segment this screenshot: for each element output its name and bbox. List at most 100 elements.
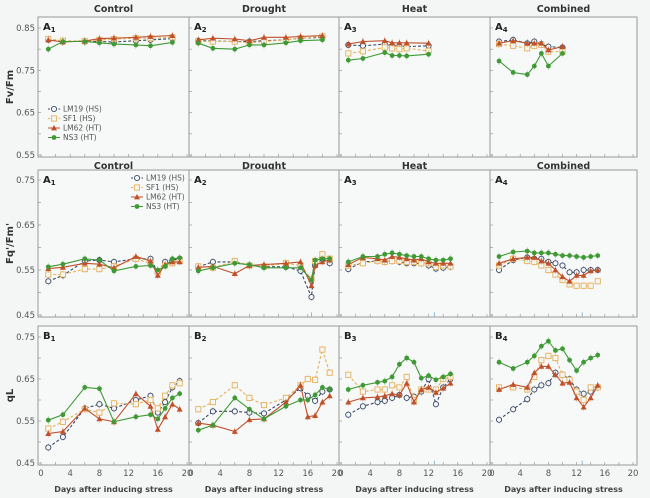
marker-filled-circle — [320, 256, 325, 262]
y-tick-label: 0.75 — [16, 176, 35, 186]
marker-filled-circle — [411, 359, 417, 365]
marker-filled-circle — [546, 250, 551, 256]
panel-label-subscript: 3 — [352, 335, 357, 343]
marker-filled-circle — [133, 42, 139, 48]
marker-open-square — [552, 354, 559, 362]
marker-open-square — [403, 373, 410, 380]
legend-label: LM19 (HS) — [146, 174, 185, 183]
marker-open-square — [587, 384, 594, 391]
series-line — [198, 39, 323, 50]
x-tick-label: 20 — [332, 469, 343, 479]
marker-filled-circle — [170, 256, 175, 262]
marker-open-square — [381, 386, 388, 393]
column-title-heat: Heat — [402, 161, 428, 172]
marker-open-square — [573, 282, 580, 289]
marker-triangle — [59, 428, 66, 434]
marker-filled-circle — [360, 254, 366, 259]
marker-open-square — [396, 46, 403, 53]
marker-triangle — [359, 38, 366, 44]
marker-filled-circle — [397, 53, 402, 58]
x-tick-label: 20 — [182, 469, 193, 479]
marker-filled-circle — [433, 257, 439, 263]
marker-filled-circle — [382, 50, 388, 55]
marker-filled-circle — [312, 392, 318, 398]
marker-open-circle — [96, 401, 103, 408]
marker-filled-circle — [389, 53, 395, 58]
marker-filled-circle — [538, 250, 544, 256]
marker-filled-circle — [45, 417, 51, 423]
marker-filled-circle — [411, 254, 417, 259]
marker-filled-circle — [298, 38, 303, 44]
marker-triangle — [447, 260, 454, 266]
marker-filled-circle — [232, 46, 238, 52]
marker-triangle — [81, 405, 88, 411]
panel-label-subscript: 4 — [503, 26, 508, 34]
y-tick-label: 0.65 — [16, 109, 35, 119]
marker-filled-circle — [496, 254, 502, 259]
marker-triangle — [580, 272, 587, 278]
y-axis-label: Fv/Fm — [5, 70, 16, 104]
panel-label-subscript: 2 — [202, 179, 207, 187]
panel-middle-a2: A2 — [188, 169, 340, 318]
marker-filled-circle — [177, 391, 183, 397]
marker-filled-circle — [148, 412, 153, 418]
marker-filled-circle — [327, 256, 333, 262]
series-ns3 — [496, 247, 601, 262]
marker-open-circle — [312, 397, 319, 404]
panel-label-subscript: 2 — [202, 26, 207, 34]
marker-filled-circle — [574, 368, 579, 373]
marker-triangle — [261, 34, 267, 40]
marker-filled-circle — [111, 419, 117, 425]
marker-filled-circle — [60, 39, 66, 44]
marker-open-square — [59, 271, 66, 278]
marker-triangle — [154, 272, 161, 278]
marker-filled-circle — [82, 256, 88, 262]
marker-filled-circle — [45, 46, 51, 52]
marker-triangle — [524, 254, 531, 260]
marker-triangle — [425, 384, 432, 390]
panel-middle-a3: A3 — [338, 169, 491, 318]
panel-frame — [338, 16, 491, 158]
marker-filled-circle — [404, 355, 410, 361]
marker-triangle — [496, 260, 503, 266]
marker-filled-circle — [210, 265, 216, 271]
marker-triangle — [134, 194, 140, 200]
panel-frame — [489, 169, 638, 318]
legend: LM19 (HS)SF1 (HS)LM62 (HT)NS3 (HT) — [48, 105, 102, 142]
marker-triangle — [403, 380, 410, 386]
marker-triangle — [531, 369, 538, 376]
series-ns3 — [496, 49, 565, 79]
marker-open-square — [359, 388, 366, 395]
marker-open-square — [45, 271, 52, 278]
marker-triangle — [432, 389, 439, 395]
series-lm62 — [496, 36, 566, 55]
marker-triangle — [545, 260, 552, 266]
marker-open-square — [304, 375, 311, 383]
marker-filled-circle — [177, 255, 183, 261]
marker-triangle — [147, 33, 154, 39]
marker-filled-circle — [232, 260, 238, 266]
marker-filled-circle — [298, 397, 303, 403]
panel-label-subscript: 1 — [51, 335, 56, 343]
x-axis-label: Days after inducing stress — [205, 485, 324, 494]
marker-open-square — [59, 418, 66, 425]
marker-triangle — [531, 40, 538, 46]
marker-triangle — [524, 40, 531, 46]
panel-top-a3: A3 — [338, 16, 491, 158]
marker-filled-circle — [560, 253, 565, 258]
x-tick-label: 20 — [628, 469, 639, 479]
marker-triangle — [162, 413, 169, 420]
marker-filled-circle — [510, 249, 516, 255]
series-lm62 — [496, 362, 601, 412]
marker-triangle — [282, 399, 289, 405]
marker-triangle — [396, 39, 403, 46]
marker-open-circle — [45, 444, 52, 451]
marker-filled-circle — [111, 268, 117, 274]
series-ns3 — [45, 383, 183, 426]
marker-triangle — [552, 267, 559, 273]
x-tick-label: 0 — [38, 469, 43, 479]
marker-filled-circle — [283, 403, 289, 409]
marker-filled-circle — [148, 263, 153, 268]
x-tick-label: 8 — [546, 469, 551, 479]
marker-filled-circle — [404, 253, 410, 258]
